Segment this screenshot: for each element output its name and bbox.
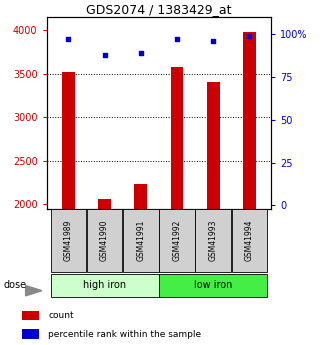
Bar — [171, 67, 183, 209]
Bar — [123, 209, 159, 272]
Point — [247, 33, 252, 39]
Bar — [195, 209, 231, 272]
Bar — [98, 199, 111, 209]
Text: percentile rank within the sample: percentile rank within the sample — [48, 330, 201, 339]
Bar — [134, 184, 147, 209]
Point — [66, 37, 71, 42]
Text: GSM41992: GSM41992 — [172, 220, 181, 261]
Bar — [159, 274, 267, 297]
Point — [174, 37, 179, 42]
Bar — [159, 209, 195, 272]
Text: GSM41994: GSM41994 — [245, 220, 254, 262]
Bar — [50, 274, 159, 297]
Bar — [87, 209, 122, 272]
Text: GSM41993: GSM41993 — [209, 220, 218, 262]
Point — [211, 38, 216, 44]
Point — [138, 50, 143, 56]
Bar — [22, 329, 39, 339]
Bar — [232, 209, 267, 272]
Text: dose: dose — [3, 280, 26, 289]
Bar — [50, 209, 86, 272]
Bar — [243, 32, 256, 209]
Text: GSM41989: GSM41989 — [64, 220, 73, 261]
Polygon shape — [26, 286, 42, 296]
Title: GDS2074 / 1383429_at: GDS2074 / 1383429_at — [86, 3, 232, 16]
Text: low iron: low iron — [194, 280, 232, 290]
Text: GSM41990: GSM41990 — [100, 220, 109, 262]
Bar — [207, 82, 220, 209]
Text: GSM41991: GSM41991 — [136, 220, 145, 261]
Text: high iron: high iron — [83, 280, 126, 290]
Bar — [62, 72, 74, 209]
Text: count: count — [48, 311, 74, 320]
Point — [102, 52, 107, 58]
Bar — [22, 310, 39, 320]
